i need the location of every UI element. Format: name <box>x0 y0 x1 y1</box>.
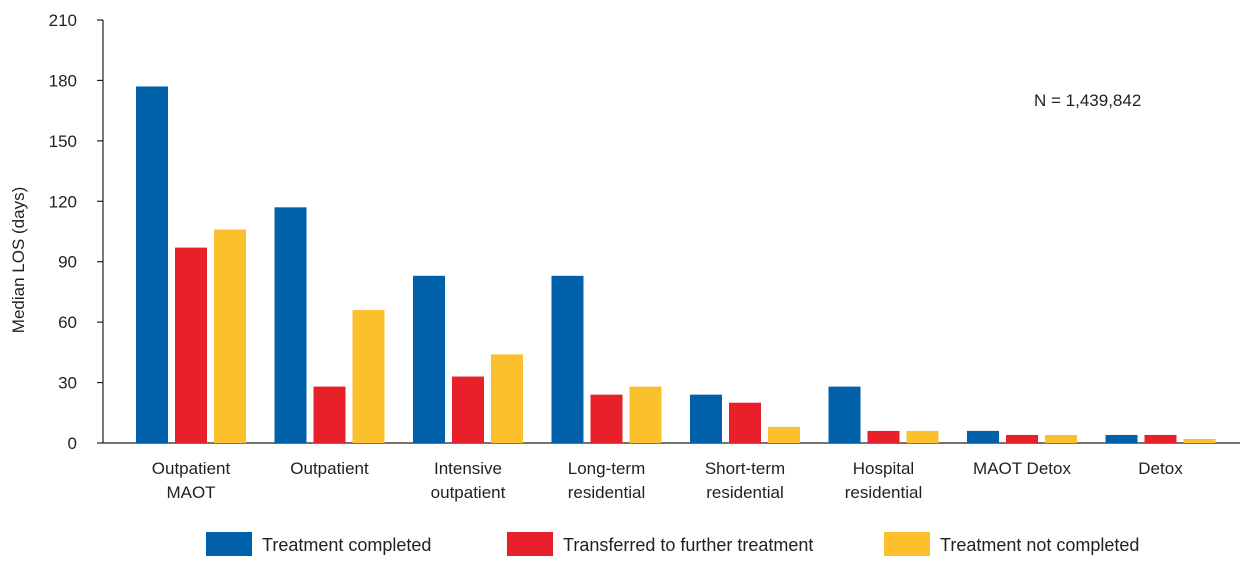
bar <box>1183 438 1216 443</box>
bar <box>136 86 168 443</box>
y-tick-label: 60 <box>58 313 77 332</box>
y-tick-label: 90 <box>58 253 77 272</box>
bar <box>967 430 999 443</box>
axes <box>97 19 1240 444</box>
bar <box>690 394 722 443</box>
bar <box>551 275 584 443</box>
bar <box>590 394 623 443</box>
x-category-label: MAOT Detox <box>973 459 1071 478</box>
legend-swatch <box>206 532 252 556</box>
legend-label: Transferred to further treatment <box>563 535 813 555</box>
bar <box>491 354 523 443</box>
legend-swatch <box>507 532 553 556</box>
x-axis-labels: Outpatient MAOT Outpatient Intensive outpati… <box>152 459 1183 502</box>
y-tick-label: 150 <box>49 132 77 151</box>
bar <box>867 430 900 443</box>
x-category-label: Outpatient <box>290 459 369 478</box>
bar <box>313 386 346 443</box>
y-tick-label: 0 <box>68 434 77 453</box>
bar <box>413 275 445 443</box>
sample-size-annotation: N = 1,439,842 <box>1034 91 1141 110</box>
y-tick-label: 180 <box>49 71 77 90</box>
bar <box>1144 434 1177 443</box>
x-category-label: Long-term residential <box>568 459 646 502</box>
bar <box>352 310 385 443</box>
bar <box>274 207 307 443</box>
y-tick-label: 30 <box>58 374 77 393</box>
bar <box>175 247 207 443</box>
legend-swatch <box>884 532 930 556</box>
bar <box>729 402 761 443</box>
bar <box>629 386 662 443</box>
bar <box>1006 434 1038 443</box>
legend-label: Treatment completed <box>262 535 431 555</box>
bar <box>1045 434 1077 443</box>
x-category-label: Detox <box>1138 459 1183 478</box>
bar <box>1105 434 1138 443</box>
bar <box>452 376 484 443</box>
bars <box>136 86 1216 443</box>
y-axis-title: Median LOS (days) <box>9 187 28 333</box>
bar <box>214 229 246 443</box>
bar <box>768 426 800 443</box>
legend: Treatment completed Transferred to furthe… <box>206 532 1139 556</box>
x-category-label: Short-term residential <box>705 459 785 502</box>
y-tick-label: 120 <box>49 192 77 211</box>
bar <box>828 386 861 443</box>
x-category-label: Outpatient MAOT <box>152 459 231 502</box>
legend-label: Treatment not completed <box>940 535 1139 555</box>
x-category-label: Hospital residential <box>845 459 923 502</box>
bar <box>906 430 939 443</box>
y-tick-label: 210 <box>49 11 77 30</box>
y-axis-labels: 0 30 60 90 120 150 180 210 <box>49 11 77 453</box>
x-category-label: Intensive outpatient <box>431 459 506 502</box>
